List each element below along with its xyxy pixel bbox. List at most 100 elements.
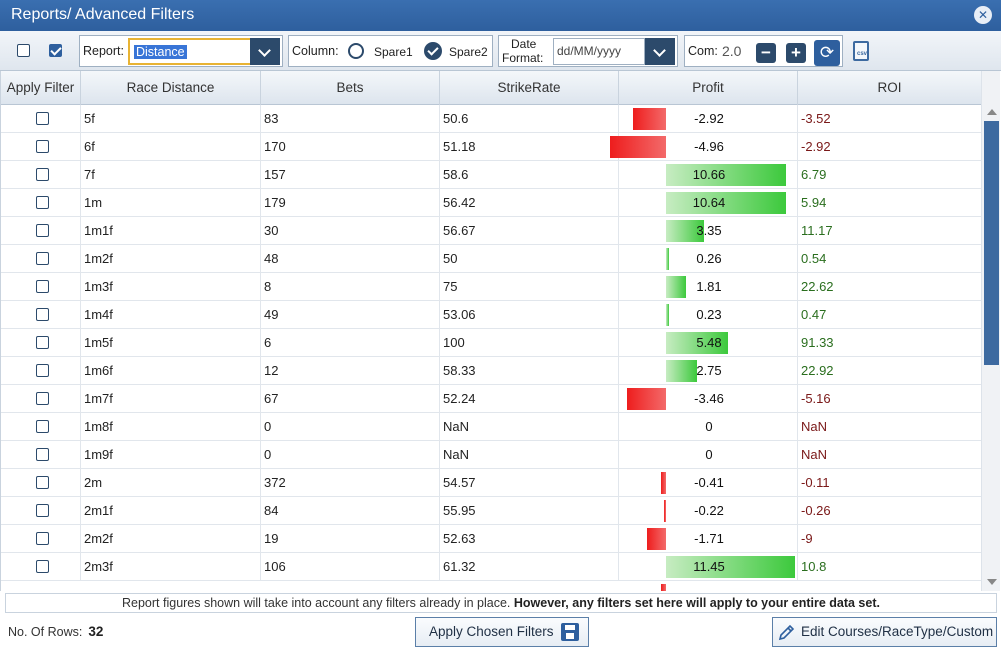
race-distance-cell: 1m8f: [81, 413, 261, 441]
apply-filter-checkbox[interactable]: [36, 252, 49, 265]
bets-cell: 157: [261, 161, 440, 189]
apply-filter-cell: [1, 497, 81, 525]
table-row: 1m1f 30 56.67 3.35 11.17: [1, 217, 981, 245]
plus-icon[interactable]: +: [786, 43, 806, 63]
select-all-checkbox[interactable]: [17, 44, 30, 57]
apply-filter-checkbox[interactable]: [36, 420, 49, 433]
strike-rate-cell: 100: [440, 329, 619, 357]
notice-text: Report figures shown will take into acco…: [122, 596, 514, 610]
profit-bar-negative: [610, 136, 666, 158]
header-roi[interactable]: ROI: [798, 71, 981, 105]
apply-chosen-filters-label: Apply Chosen Filters: [429, 624, 554, 639]
apply-filter-checkbox[interactable]: [36, 448, 49, 461]
profit-bar-positive: [666, 276, 686, 298]
profit-cell: 11.45: [619, 553, 798, 581]
apply-filter-checkbox[interactable]: [36, 140, 49, 153]
profit-cell: -0.22: [619, 497, 798, 525]
title-bar: Reports/ Advanced Filters ✕: [0, 0, 1001, 31]
strike-rate-cell: 58.33: [440, 357, 619, 385]
header-profit[interactable]: Profit: [619, 71, 798, 105]
apply-filter-checkbox[interactable]: [36, 308, 49, 321]
apply-filter-checkbox[interactable]: [36, 504, 49, 517]
profit-cell: 3.35: [619, 217, 798, 245]
notice-bar: Report figures shown will take into acco…: [5, 593, 997, 613]
race-distance-cell: 1m3f: [81, 273, 261, 301]
apply-filter-checkbox[interactable]: [36, 336, 49, 349]
strike-rate-cell: 50: [440, 245, 619, 273]
edit-courses-label: Edit Courses/RaceType/Custom: [801, 624, 994, 639]
profit-cell: 1.81: [619, 273, 798, 301]
refresh-icon[interactable]: ⟳: [814, 40, 840, 66]
apply-filter-checkbox[interactable]: [36, 280, 49, 293]
report-select-value: Distance: [134, 45, 187, 59]
edit-courses-button[interactable]: Edit Courses/RaceType/Custom: [772, 617, 997, 647]
table-row: 1m6f 12 58.33 2.75 22.92: [1, 357, 981, 385]
header-apply-filter[interactable]: Apply Filter: [1, 71, 81, 105]
profit-bar-negative: [661, 472, 666, 494]
bets-cell: 0: [261, 413, 440, 441]
apply-filter-checkbox[interactable]: [36, 196, 49, 209]
bets-cell: 12: [261, 357, 440, 385]
select-checked-checkbox[interactable]: [49, 44, 62, 57]
spare2-radio[interactable]: [424, 42, 442, 60]
header-bets[interactable]: Bets: [261, 71, 440, 105]
pencil-icon: [778, 624, 795, 641]
profit-cell: 2.75: [619, 357, 798, 385]
scroll-thumb[interactable]: [984, 121, 999, 365]
minus-icon[interactable]: −: [756, 43, 776, 63]
apply-filter-checkbox[interactable]: [36, 112, 49, 125]
profit-cell: 10.64: [619, 189, 798, 217]
report-select[interactable]: Distance: [128, 38, 252, 65]
scroll-down-icon[interactable]: [982, 575, 1001, 589]
profit-cell: -0.41: [619, 469, 798, 497]
roi-cell: -0.11: [798, 469, 981, 497]
strike-rate-cell: 55.95: [440, 497, 619, 525]
apply-filter-cell: [1, 217, 81, 245]
export-csv-icon[interactable]: [853, 41, 869, 61]
table-row: 1m9f 0 NaN 0 NaN: [1, 441, 981, 469]
row-count-value: 32: [88, 624, 104, 639]
apply-filter-checkbox[interactable]: [36, 392, 49, 405]
profit-value: 11.45: [693, 559, 725, 574]
apply-chosen-filters-button[interactable]: Apply Chosen Filters: [415, 617, 589, 647]
window-title: Reports/ Advanced Filters: [11, 6, 195, 23]
roi-cell: 0.47: [798, 301, 981, 329]
spare1-radio[interactable]: [348, 43, 364, 59]
date-format-input[interactable]: dd/MM/yyyy: [553, 38, 645, 65]
apply-filter-cell: [1, 553, 81, 581]
profit-value: -4.96: [694, 139, 724, 154]
scroll-up-icon[interactable]: [982, 105, 1001, 119]
vertical-scrollbar[interactable]: [981, 71, 1000, 591]
header-race-distance[interactable]: Race Distance: [81, 71, 261, 105]
profit-bar-negative: [633, 108, 666, 130]
profit-bar-positive: [666, 164, 786, 186]
chevron-down-icon[interactable]: [250, 38, 280, 65]
apply-filter-checkbox[interactable]: [36, 560, 49, 573]
apply-filter-checkbox[interactable]: [36, 224, 49, 237]
close-icon[interactable]: ✕: [974, 6, 992, 24]
strike-rate-cell: 52.24: [440, 385, 619, 413]
apply-filter-checkbox[interactable]: [36, 168, 49, 181]
row-count-label: No. Of Rows:: [8, 625, 83, 639]
profit-bar-positive: [666, 304, 669, 326]
roi-cell: 91.33: [798, 329, 981, 357]
apply-filter-checkbox[interactable]: [36, 364, 49, 377]
date-format-chevron-down-icon[interactable]: [645, 38, 675, 65]
roi-cell: -2.92: [798, 133, 981, 161]
header-strike-rate[interactable]: StrikeRate: [440, 71, 619, 105]
column-label: Column:: [292, 44, 339, 58]
apply-filter-checkbox[interactable]: [36, 532, 49, 545]
table-row: 1m7f 67 52.24 -3.46 -5.16: [1, 385, 981, 413]
notice-bold-text: However, any filters set here will apply…: [513, 596, 880, 610]
date-format-label-line2: Format:: [502, 51, 544, 65]
bets-cell: 84: [261, 497, 440, 525]
commission-value[interactable]: 2.0: [722, 43, 742, 59]
apply-filter-cell: [1, 385, 81, 413]
bets-cell: 179: [261, 189, 440, 217]
roi-cell: NaN: [798, 441, 981, 469]
save-icon: [561, 623, 579, 641]
apply-filter-checkbox[interactable]: [36, 476, 49, 489]
strike-rate-cell: 50.6: [440, 105, 619, 133]
commission-label: Com:: [688, 44, 718, 58]
apply-filter-cell: [1, 245, 81, 273]
